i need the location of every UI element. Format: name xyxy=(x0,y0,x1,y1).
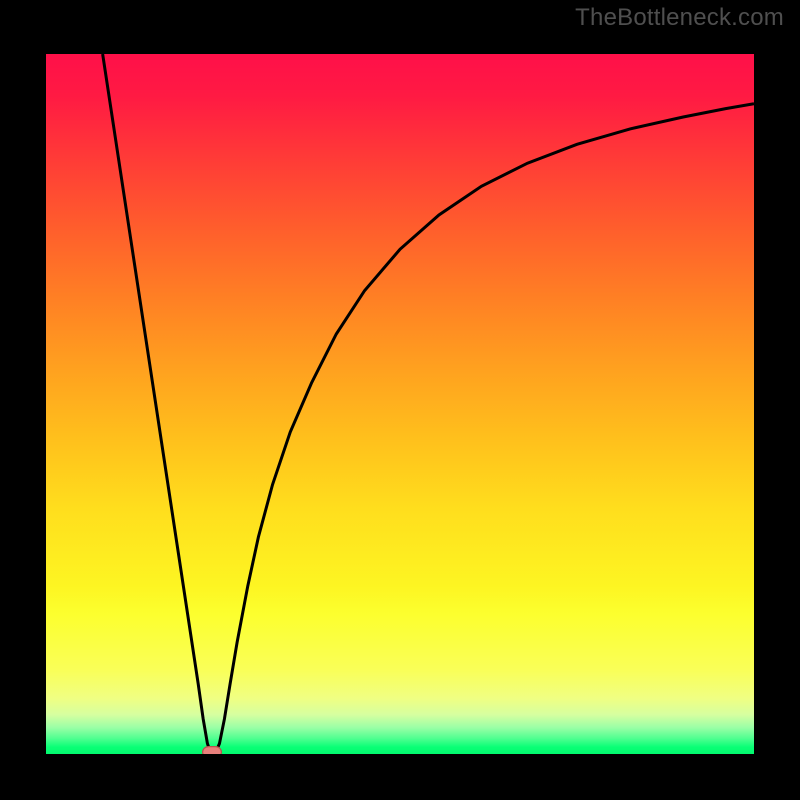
marker-capsule xyxy=(203,746,222,754)
minimum-marker xyxy=(202,746,222,754)
curve-path xyxy=(103,54,754,754)
plot-area xyxy=(46,54,754,754)
bottleneck-curve xyxy=(46,54,754,754)
chart-root: TheBottleneck.com xyxy=(0,0,800,800)
watermark-text: TheBottleneck.com xyxy=(575,4,784,32)
